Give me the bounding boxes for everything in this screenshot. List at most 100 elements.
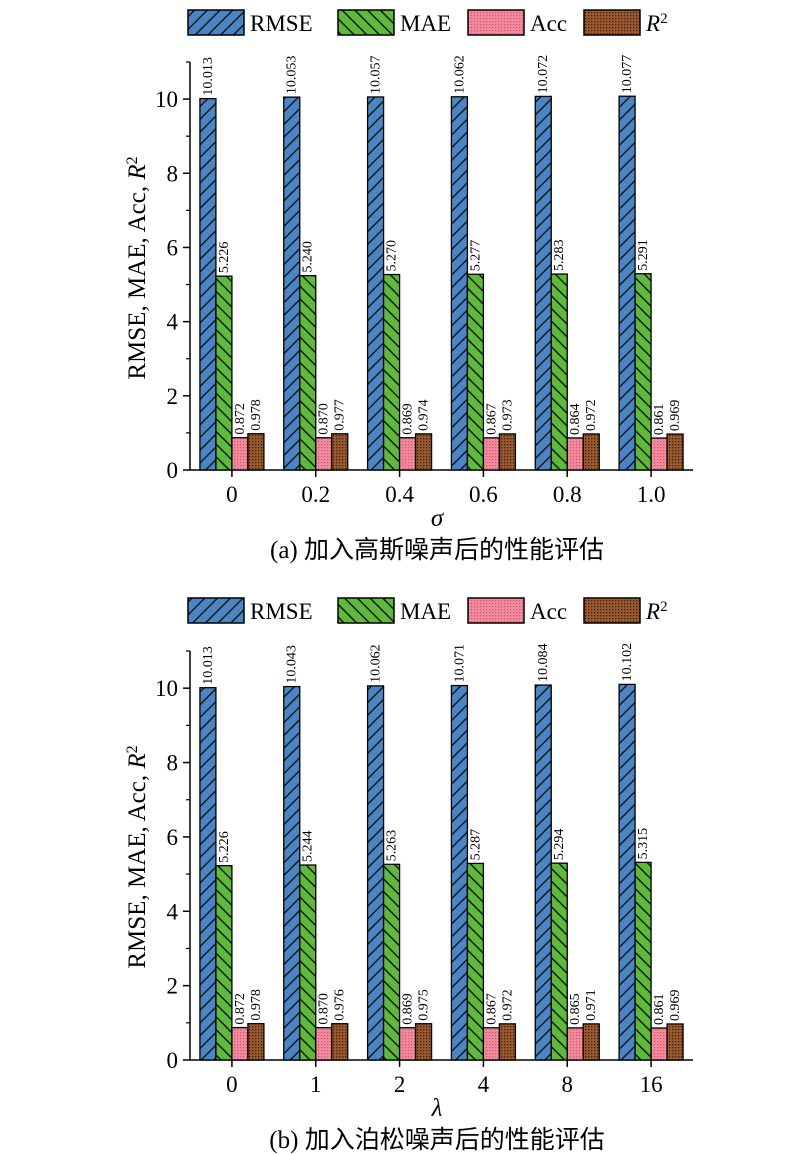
chart-a: RMSE MAE Acc R2 0 2 4 6 8 10 0 10.013 5.226 0.872… bbox=[124, 9, 693, 564]
bar-mae bbox=[382, 273, 401, 471]
bar-rmse bbox=[534, 684, 552, 1061]
data-label-acc: 0.864 bbox=[568, 403, 583, 435]
data-label-mae: 5.315 bbox=[636, 828, 651, 860]
data-label-mae: 5.283 bbox=[552, 240, 567, 272]
data-label-rmse: 10.013 bbox=[201, 57, 216, 96]
y-tick-label: 2 bbox=[167, 384, 179, 409]
data-label-r2: 0.974 bbox=[417, 399, 432, 431]
x-tick-label: 0.6 bbox=[469, 482, 498, 507]
data-label-mae: 5.287 bbox=[468, 829, 483, 861]
data-label-rmse: 10.062 bbox=[369, 644, 384, 683]
bar-r2 bbox=[666, 1023, 684, 1061]
bar-mae bbox=[382, 863, 401, 1061]
data-label-r2: 0.973 bbox=[500, 399, 515, 430]
legend-swatch-acc bbox=[467, 597, 525, 624]
data-label-acc: 0.872 bbox=[233, 403, 248, 435]
bar-acc bbox=[231, 1026, 249, 1061]
bar-rmse bbox=[366, 96, 385, 471]
data-label-rmse: 10.013 bbox=[201, 646, 216, 685]
bar-rmse bbox=[618, 95, 636, 471]
bar-r2 bbox=[498, 1023, 517, 1061]
x-axis-label-b: λ bbox=[431, 1095, 443, 1122]
data-label-mae: 5.244 bbox=[301, 831, 316, 863]
data-label-rmse: 10.071 bbox=[452, 644, 467, 683]
data-label-r2: 0.977 bbox=[333, 399, 348, 431]
bar-acc bbox=[482, 1027, 501, 1061]
data-label-mae: 5.226 bbox=[217, 242, 232, 274]
legend-swatch-acc bbox=[467, 9, 525, 36]
data-label-acc: 0.869 bbox=[401, 993, 416, 1025]
bar-acc bbox=[566, 437, 584, 471]
legend-item-r2: R2 bbox=[583, 9, 668, 36]
legend-item-rmse: RMSE bbox=[187, 9, 313, 36]
bar-acc bbox=[231, 437, 249, 471]
bar-rmse bbox=[366, 685, 385, 1061]
legend-item-rmse: RMSE bbox=[187, 597, 313, 624]
legend-swatch-mae bbox=[337, 597, 395, 624]
data-label-r2: 0.969 bbox=[668, 989, 683, 1021]
y-axis-label-b: RMSE, MAE, Acc, R2 bbox=[124, 745, 152, 968]
bar-mae bbox=[550, 862, 568, 1061]
bar-rmse bbox=[450, 96, 469, 471]
x-tick-label: 16 bbox=[640, 1072, 663, 1097]
x-tick-label: 4 bbox=[478, 1072, 490, 1097]
data-label-mae: 5.263 bbox=[385, 830, 400, 862]
bar-rmse bbox=[534, 95, 552, 471]
data-label-rmse: 10.102 bbox=[620, 643, 635, 682]
y-tick-label: 6 bbox=[167, 235, 179, 260]
y-tick-label: 10 bbox=[155, 87, 178, 112]
bar-mae bbox=[215, 865, 233, 1061]
legend-label-mae: MAE bbox=[400, 599, 451, 624]
data-label-rmse: 10.077 bbox=[620, 55, 635, 94]
data-label-r2: 0.972 bbox=[584, 399, 599, 431]
x-tick-label: 1 bbox=[310, 1072, 322, 1097]
legend-swatch-mae bbox=[337, 9, 395, 36]
data-label-acc: 0.870 bbox=[317, 993, 332, 1025]
bar-acc bbox=[650, 1027, 668, 1061]
legend-item-acc: Acc bbox=[467, 9, 567, 36]
bar-acc bbox=[566, 1027, 584, 1061]
y-tick-label: 10 bbox=[155, 676, 178, 701]
y-tick-label: 0 bbox=[167, 1048, 179, 1073]
legend-swatch-r2 bbox=[583, 597, 641, 624]
legend-item-acc: Acc bbox=[467, 597, 567, 624]
data-label-rmse: 10.072 bbox=[536, 55, 551, 94]
data-label-rmse: 10.062 bbox=[452, 55, 467, 94]
bar-mae bbox=[634, 861, 652, 1061]
bar-acc bbox=[482, 437, 501, 471]
legend-a: RMSE MAE Acc R2 bbox=[187, 9, 668, 36]
bar-mae bbox=[215, 275, 233, 471]
chart-b: RMSE MAE Acc R2 0 2 4 6 8 10 0 10.013 5.226 0.872… bbox=[124, 597, 693, 1154]
x-axis-label-a: σ bbox=[431, 505, 445, 532]
legend-swatch-rmse bbox=[187, 9, 245, 36]
y-tick-label: 8 bbox=[167, 751, 179, 776]
legend-swatch-rmse bbox=[187, 597, 245, 624]
bar-acc bbox=[315, 437, 333, 471]
data-label-mae: 5.277 bbox=[468, 240, 483, 272]
bar-r2 bbox=[582, 1023, 600, 1061]
data-label-acc: 0.872 bbox=[233, 993, 248, 1025]
x-tick-label: 0 bbox=[226, 1072, 238, 1097]
legend-item-mae: MAE bbox=[337, 597, 451, 624]
bar-rmse bbox=[283, 685, 301, 1061]
data-label-r2: 0.978 bbox=[249, 989, 264, 1021]
bar-rmse bbox=[199, 97, 217, 471]
y-tick-label: 4 bbox=[167, 899, 179, 924]
data-label-acc: 0.869 bbox=[401, 403, 416, 435]
data-label-rmse: 10.057 bbox=[369, 55, 384, 94]
legend-label-acc: Acc bbox=[530, 11, 567, 36]
legend-swatch-r2 bbox=[583, 9, 641, 36]
bar-rmse bbox=[450, 684, 469, 1061]
bar-rmse bbox=[283, 96, 301, 471]
data-label-r2: 0.971 bbox=[584, 989, 599, 1021]
plot-a: 0 2 4 6 8 10 0 10.013 5.226 0.872 0.978 0.2 10.053 5.… bbox=[155, 55, 693, 507]
data-label-acc: 0.865 bbox=[568, 993, 583, 1025]
x-tick-label: 2 bbox=[394, 1072, 406, 1097]
x-tick-label: 8 bbox=[562, 1072, 574, 1097]
bar-mae bbox=[550, 273, 568, 471]
data-label-mae: 5.270 bbox=[385, 240, 400, 272]
y-axis-label-a: RMSE, MAE, Acc, R2 bbox=[124, 156, 152, 379]
x-tick-label: 0.2 bbox=[301, 482, 330, 507]
x-tick-label: 1.0 bbox=[637, 482, 666, 507]
x-tick-label: 0.4 bbox=[385, 482, 414, 507]
